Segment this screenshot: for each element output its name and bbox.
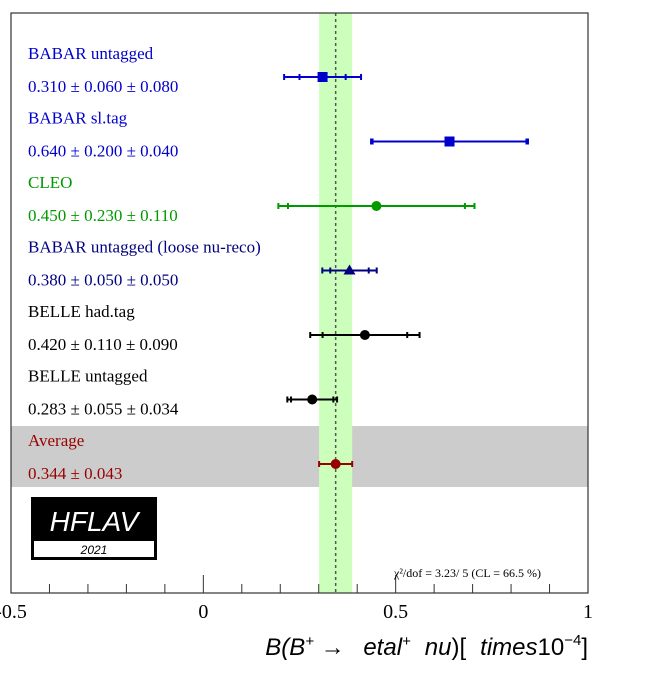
measurement-value-text: 0.344 ± 0.043 <box>28 464 122 483</box>
measurement-name: CLEO <box>28 173 72 192</box>
chi2-annotation: χ²/dof = 3.23/ 5 (CL = 66.5 %) <box>393 566 541 580</box>
data-point-circle <box>330 459 341 469</box>
measurement-row: BELLE untagged 0.283 ± 0.055 ± 0.034 <box>28 367 339 419</box>
measurement-row: BABAR untagged (loose nu-reco) 0.380 ± 0.… <box>28 238 378 290</box>
measurement-value-text: 0.283 ± 0.055 ± 0.034 <box>28 400 179 419</box>
measurement-value-text: 0.450 ± 0.230 ± 0.110 <box>28 206 178 225</box>
average-row: Average 0.344 ± 0.043 <box>28 431 354 483</box>
measurement-value-text: 0.380 ± 0.050 ± 0.050 <box>28 271 178 290</box>
average-row-background <box>11 426 588 487</box>
measurement-value-text: 0.310 ± 0.060 ± 0.080 <box>28 77 178 96</box>
measurement-row: BELLE had.tag 0.420 ± 0.110 ± 0.090 <box>28 302 421 354</box>
x-tick-label: 0 <box>198 601 208 623</box>
measurement-name: Average <box>28 431 84 450</box>
measurement-name: BABAR sl.tag <box>28 109 128 128</box>
measurement-name: BELLE untagged <box>28 367 148 386</box>
measurement-row: BABAR untagged 0.310 ± 0.060 ± 0.080 <box>28 44 363 96</box>
plot-frame <box>10 12 589 594</box>
measurement-row: BABAR sl.tag 0.640 ± 0.200 ± 0.040 <box>28 109 529 161</box>
logo-year: 2021 <box>80 543 108 557</box>
measurement-name: BABAR untagged <box>28 44 154 63</box>
logo-text: HFLAV <box>50 506 141 537</box>
data-point-square <box>444 136 455 147</box>
measurement-name: BABAR untagged (loose nu-reco) <box>28 238 261 257</box>
x-axis-label: B(B+ → etal+ nu)[times10−4] <box>265 632 588 661</box>
data-point-circle <box>359 330 370 340</box>
data-point-square <box>317 72 328 82</box>
data-point-triangle <box>343 264 356 275</box>
x-tick-label: 1 <box>583 601 593 623</box>
data-point-circle <box>307 394 318 405</box>
measurement-value-text: 0.640 ± 0.200 ± 0.040 <box>28 142 178 161</box>
hflav-logo: HFLAV 2021 <box>31 497 157 560</box>
measurement-value-text: 0.420 ± 0.110 ± 0.090 <box>28 335 178 354</box>
x-axis-ticks: -0.5 0 0.5 1 <box>0 575 593 623</box>
x-tick-label: 0.5 <box>383 601 408 623</box>
measurement-name: BELLE had.tag <box>28 302 135 321</box>
x-tick-label: -0.5 <box>0 601 27 623</box>
data-point-circle <box>371 201 382 211</box>
measurement-row: CLEO 0.450 ± 0.230 ± 0.110 <box>28 173 476 225</box>
